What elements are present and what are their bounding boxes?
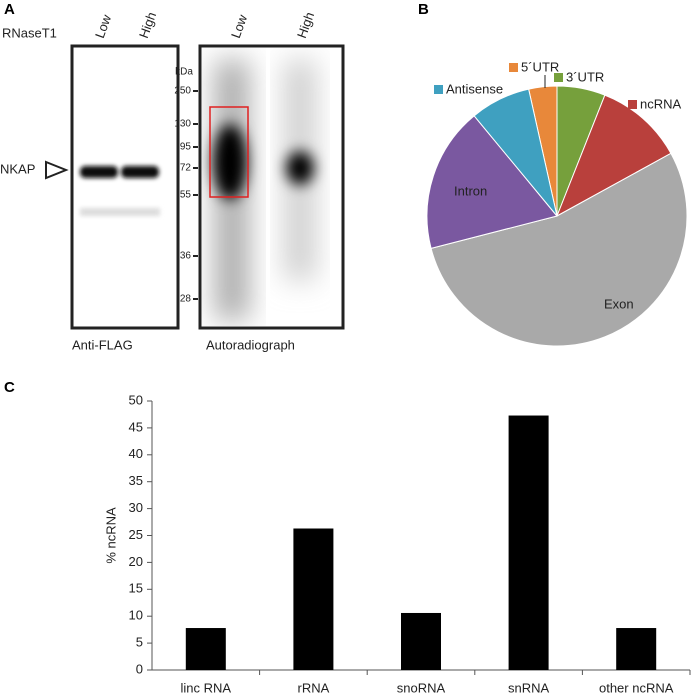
blot-anti-flag [70,44,180,330]
marker-label: 36 [180,251,192,262]
treatment-label: RNaseT1 [2,25,57,40]
legend-swatch [628,100,637,109]
marker-label: 55 [180,190,192,201]
blot-autoradiograph [198,44,345,330]
y-tick-label: 40 [129,446,143,461]
lane-label: Low [228,12,250,40]
marker-label: 95 [180,142,192,153]
y-tick-label: 35 [129,473,143,488]
x-tick-label: snoRNA [397,680,446,695]
y-tick-label: 30 [129,500,143,515]
x-tick-label: linc RNA [181,680,232,695]
bar [401,612,441,670]
lane-label: High [136,10,159,40]
legend-swatch [434,85,443,94]
bar [185,628,226,670]
pie-slice [430,152,688,347]
protein-label: NKAP [0,161,35,176]
blot-label: Autoradiograph [206,337,295,352]
slice-label: 3´UTR [566,69,604,84]
y-tick-label: 25 [129,527,143,542]
y-tick-label: 10 [129,608,143,623]
pie-slice [556,94,672,218]
bar [293,528,334,670]
lane-label: High [294,10,317,40]
pie-slice [426,115,558,249]
x-tick-label: snRNA [508,680,550,695]
marker-label: 130 [174,119,191,130]
marker-label: 72 [180,163,192,174]
slice-label: ncRNA [640,96,682,111]
x-tick-label: rRNA [298,680,330,695]
panel-letter: B [418,1,429,18]
legend-swatch [509,63,518,72]
panel-letter: C [4,379,15,396]
lane-label: Low [92,12,114,40]
y-tick-label: 5 [136,635,143,650]
legend-swatch [554,73,563,82]
pie-slice [473,88,558,217]
y-tick-label: 45 [129,419,143,434]
marker-label: 28 [180,294,192,305]
slice-label: Exon [604,296,634,311]
y-tick-label: 0 [136,661,143,676]
y-tick-label: 15 [129,581,143,596]
bar [616,628,657,670]
y-axis-label: % ncRNA [103,507,118,564]
panel-letter: A [4,1,15,18]
unit-label: kDa [175,67,193,78]
marker-label: 250 [174,86,191,97]
protein-arrow [45,160,69,180]
slice-label: 5´UTR [521,59,559,74]
x-tick-label: other ncRNA [599,680,674,695]
y-tick-label: 20 [129,554,143,569]
y-tick-label: 50 [129,392,143,407]
slice-label: Intron [454,183,487,198]
slice-label: Antisense [446,81,503,96]
blot-label: Anti-FLAG [72,337,133,352]
bar [508,415,549,670]
